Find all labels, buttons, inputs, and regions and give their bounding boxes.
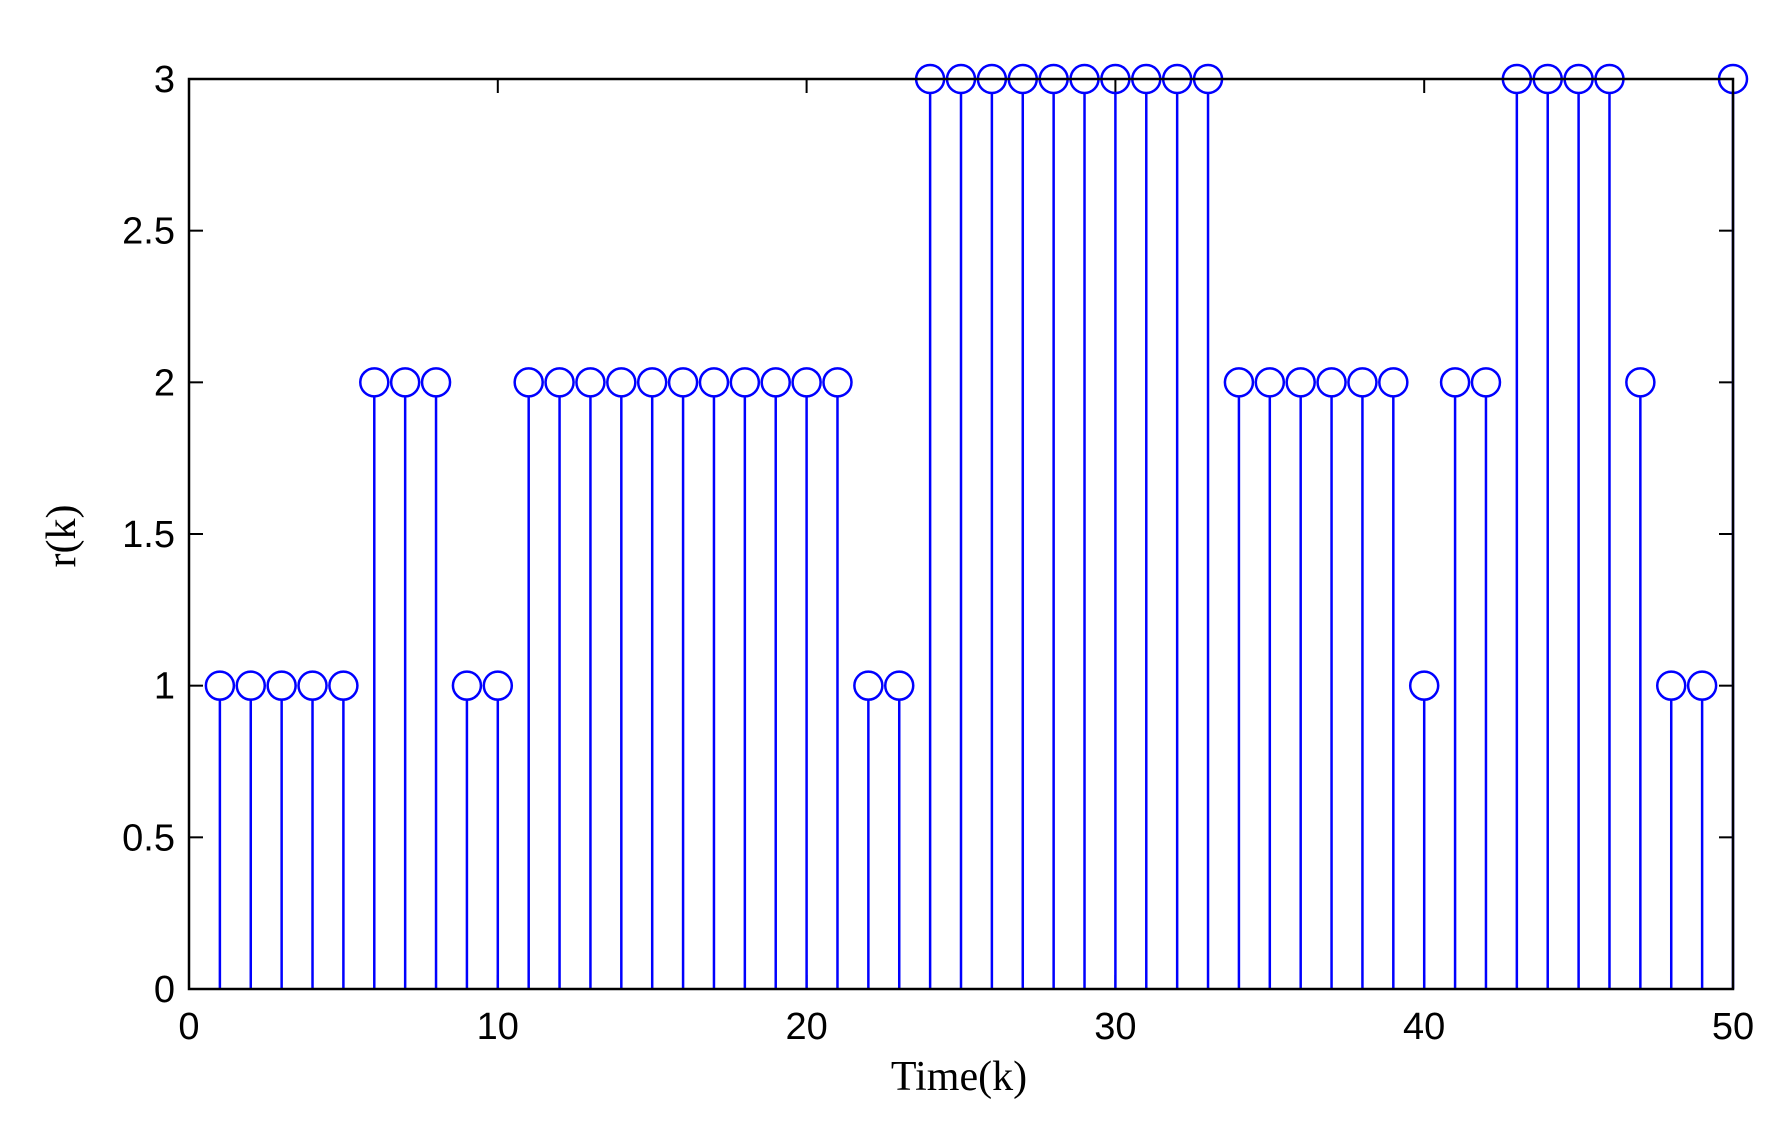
data-point-marker	[853, 670, 884, 701]
data-point-marker	[1686, 670, 1718, 701]
data-point-marker	[883, 670, 915, 701]
data-point-marker	[420, 367, 452, 398]
x-tick-label: 50	[1712, 1006, 1754, 1048]
data-point-marker	[698, 367, 730, 398]
data-point-marker	[1470, 367, 1502, 398]
data-point-marker	[297, 670, 328, 701]
data-point-marker	[389, 367, 421, 398]
y-axis-title: r(k)	[39, 505, 85, 568]
x-tick-label: 0	[178, 1006, 199, 1048]
data-point-marker	[1254, 367, 1286, 398]
plot-area-frame	[187, 77, 1735, 991]
data-point-marker	[1439, 367, 1471, 398]
x-tick-labels: 0 10 20 30 40 50	[178, 1006, 1754, 1048]
x-tick-label: 40	[1403, 1006, 1445, 1048]
data-point-marker	[204, 670, 236, 701]
data-point-marker	[1655, 670, 1687, 701]
data-point-marker	[636, 367, 668, 398]
data-point-marker	[791, 367, 822, 398]
x-axis-title: Time(k)	[891, 1054, 1027, 1100]
data-point-marker	[1408, 670, 1440, 701]
data-point-marker	[1316, 367, 1347, 398]
data-point-marker	[359, 367, 390, 398]
x-tick-label: 20	[785, 1006, 827, 1048]
data-point-marker	[606, 367, 637, 398]
data-point-marker	[1223, 367, 1255, 398]
y-tick-labels: 0 0.5 1 1.5 2 2.5 3	[122, 59, 175, 1011]
data-point-marker	[266, 670, 297, 701]
data-point-marker	[1285, 367, 1316, 398]
data-point-marker	[667, 367, 699, 398]
data-series	[204, 63, 1749, 989]
data-point-marker	[482, 670, 514, 701]
data-point-marker	[1378, 367, 1409, 398]
data-point-marker	[451, 670, 483, 701]
data-point-marker	[544, 367, 575, 398]
data-point-marker	[729, 367, 761, 398]
data-point-marker	[760, 367, 791, 398]
data-point-marker	[822, 367, 853, 398]
data-point-marker	[513, 367, 544, 398]
x-tick-label: 30	[1094, 1006, 1136, 1048]
data-point-marker	[235, 670, 267, 701]
x-tick-label: 10	[477, 1006, 519, 1048]
data-point-marker	[1347, 367, 1378, 398]
data-point-marker	[1625, 367, 1656, 398]
y-tick-label: 1	[154, 666, 175, 708]
y-tick-label: 0	[154, 969, 175, 1011]
y-tick-label: 2.5	[122, 211, 175, 253]
data-point-marker	[328, 670, 359, 701]
y-tick-label: 2	[154, 362, 175, 404]
y-tick-label: 3	[154, 59, 175, 101]
data-point-marker	[575, 367, 606, 398]
y-tick-label: 0.5	[122, 817, 175, 859]
y-tick-label: 1.5	[122, 514, 175, 556]
